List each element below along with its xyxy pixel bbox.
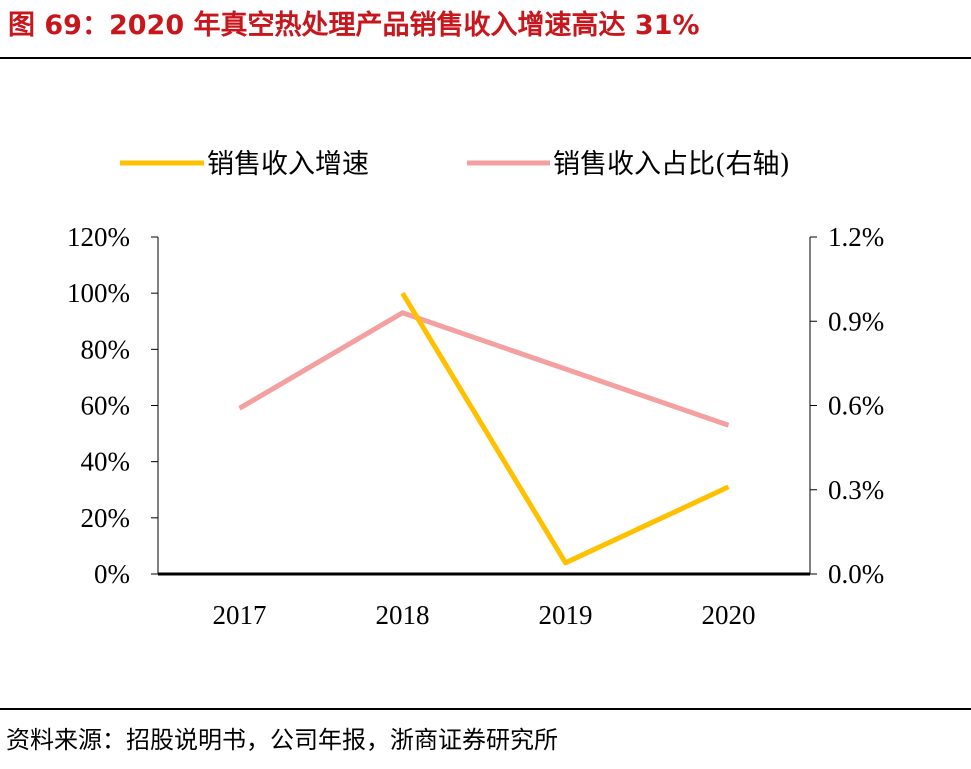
y-right-tick-label: 0.3%: [828, 475, 884, 505]
line-chart: 销售收入增速 销售收入占比(右轴) 0%20%40%60%80%100%120%0…: [67, 149, 884, 630]
x-tick-label: 2019: [539, 600, 593, 630]
y-right-tick-label: 0.9%: [828, 306, 884, 336]
y-right-tick-label: 0.6%: [828, 391, 884, 421]
series-line-share: [238, 310, 730, 428]
y-left-tick-label: 100%: [67, 278, 130, 308]
y-left-tick-label: 60%: [81, 391, 131, 421]
figure-title: 图 69：2020 年真空热处理产品销售收入增速高达 31%: [8, 10, 700, 41]
y-right-tick-label: 1.2%: [828, 222, 884, 252]
y-left-tick-label: 20%: [81, 503, 131, 533]
y-left-tick-label: 0%: [94, 559, 130, 589]
legend-label: 销售收入占比(右轴): [553, 149, 790, 180]
source-note: 资料来源：招股说明书，公司年报，浙商证券研究所: [6, 726, 558, 754]
legend-label: 销售收入增速: [207, 149, 369, 180]
y-left-tick-label: 40%: [81, 447, 131, 477]
x-tick-label: 2018: [376, 600, 430, 630]
bottom-rule: [0, 708, 971, 710]
y-left-tick-label: 120%: [67, 222, 130, 252]
series-line-growth: [400, 291, 730, 566]
y-left-tick-label: 80%: [81, 334, 131, 364]
chart-axes: 0% 20% 40% 60% 80% 100% 120% 0.0% 0.3% 0.6% 0.9% 1.…: [67, 222, 884, 630]
chart-series: [238, 291, 730, 566]
x-tick-label: 2017: [213, 600, 267, 630]
y-right-tick-label: 0.0%: [828, 559, 884, 589]
top-rule: [0, 57, 971, 59]
chart-legend: 销售收入增速 销售收入占比(右轴): [120, 149, 790, 180]
x-tick-label: 2020: [702, 600, 756, 630]
